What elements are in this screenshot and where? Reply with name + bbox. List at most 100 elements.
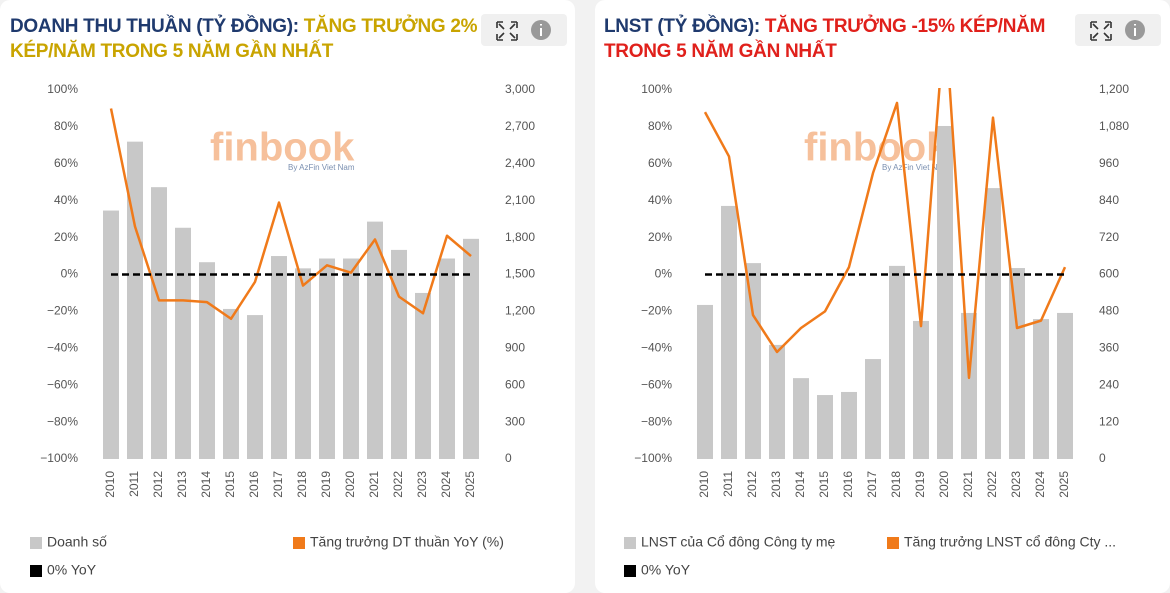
y-tick-label: −40% bbox=[641, 340, 672, 354]
y2-tick-label: 840 bbox=[1099, 193, 1119, 207]
y-tick-label: 20% bbox=[54, 230, 78, 244]
y2-tick-label: 240 bbox=[1099, 377, 1119, 391]
y-tick-label: −100% bbox=[634, 451, 672, 465]
x-tick-label: 2011 bbox=[127, 471, 141, 497]
legend-swatch bbox=[293, 537, 305, 549]
bar bbox=[889, 265, 905, 459]
bar bbox=[1033, 319, 1049, 459]
x-tick-label: 2021 bbox=[961, 471, 975, 498]
bar bbox=[151, 187, 167, 460]
x-tick-label: 2025 bbox=[463, 471, 477, 498]
y-tick-label: −60% bbox=[641, 377, 672, 391]
legend-swatch bbox=[30, 537, 42, 549]
x-tick-label: 2010 bbox=[697, 471, 711, 498]
chart-subtitle: TĂNG TRƯỞNG -15% KÉP/NĂM TRONG 5 NĂM GẦN… bbox=[604, 16, 1046, 62]
card bbox=[0, 0, 575, 593]
y-tick-label: 80% bbox=[648, 119, 672, 133]
y2-tick-label: 1,800 bbox=[505, 230, 535, 244]
x-tick-label: 2015 bbox=[817, 471, 831, 498]
x-tick-label: 2018 bbox=[295, 471, 309, 498]
bar bbox=[199, 262, 215, 459]
x-tick-label: 2014 bbox=[793, 471, 807, 498]
y2-tick-label: 480 bbox=[1099, 304, 1119, 318]
x-tick-label: 2018 bbox=[889, 471, 903, 498]
y2-tick-label: 2,700 bbox=[505, 119, 535, 133]
legend-swatch bbox=[30, 565, 42, 577]
bar bbox=[223, 308, 239, 459]
bar bbox=[103, 210, 119, 459]
bar bbox=[1057, 312, 1073, 459]
legend-label: Doanh số bbox=[47, 534, 107, 550]
bar bbox=[817, 395, 833, 459]
y-tick-label: −80% bbox=[641, 414, 672, 428]
x-tick-label: 2016 bbox=[247, 471, 261, 498]
plot bbox=[103, 108, 479, 460]
x-tick-label: 2024 bbox=[1033, 471, 1047, 498]
x-tick-label: 2014 bbox=[199, 471, 213, 498]
y2-tick-label: 3,000 bbox=[505, 82, 535, 96]
x-tick-label: 2020 bbox=[343, 471, 357, 498]
bar bbox=[841, 391, 857, 459]
y-tick-label: 100% bbox=[47, 82, 78, 96]
legend-label: Tăng trưởng DT thuần YoY (%) bbox=[310, 534, 504, 550]
y-tick-label: 60% bbox=[54, 156, 78, 170]
x-tick-label: 2017 bbox=[271, 471, 285, 498]
y-tick-label: 0% bbox=[61, 267, 79, 281]
bar bbox=[865, 359, 881, 459]
y2-tick-label: 2,400 bbox=[505, 156, 535, 170]
line bbox=[703, 88, 1067, 380]
y-tick-label: −80% bbox=[47, 414, 78, 428]
legend-label: Tăng trưởng LNST cổ đông Cty ... bbox=[904, 534, 1116, 550]
y-tick-label: 80% bbox=[54, 119, 78, 133]
bar bbox=[247, 315, 263, 459]
toolbar-bg bbox=[1075, 14, 1161, 46]
bar bbox=[721, 205, 737, 459]
y2-tick-label: 600 bbox=[505, 377, 525, 391]
bar bbox=[697, 304, 713, 459]
legend-label: 0% YoY bbox=[47, 562, 97, 578]
x-tick-label: 2019 bbox=[913, 471, 927, 498]
bar bbox=[913, 320, 929, 459]
x-tick-label: 2019 bbox=[319, 471, 333, 498]
x-tick-label: 2021 bbox=[367, 471, 381, 498]
plot bbox=[697, 88, 1073, 459]
x-tick-label: 2017 bbox=[865, 471, 879, 498]
title-block: LNST (TỶ ĐỒNG): TĂNG TRƯỞNG -15% KÉP/NĂM… bbox=[604, 14, 1074, 64]
bar bbox=[745, 263, 761, 459]
y2-tick-label: 1,080 bbox=[1099, 119, 1129, 133]
y2-tick-label: 960 bbox=[1099, 156, 1119, 170]
watermark-sub: By AzFin Viet Nam bbox=[882, 163, 949, 172]
line bbox=[109, 108, 472, 321]
x-tick-label: 2022 bbox=[985, 471, 999, 498]
y-tick-label: 40% bbox=[648, 193, 672, 207]
bar bbox=[367, 221, 383, 459]
bar bbox=[295, 268, 311, 459]
y-tick-label: −60% bbox=[47, 377, 78, 391]
x-tick-label: 2023 bbox=[1009, 471, 1023, 498]
expand-button[interactable] bbox=[496, 21, 518, 41]
bar bbox=[937, 125, 953, 459]
bar bbox=[961, 312, 977, 459]
expand-button[interactable] bbox=[1090, 21, 1112, 41]
bar bbox=[439, 258, 455, 459]
legend-label: 0% YoY bbox=[641, 562, 691, 578]
toolbar bbox=[481, 14, 1161, 46]
bar bbox=[343, 258, 359, 459]
watermark: finbook bbox=[210, 126, 355, 170]
bar bbox=[127, 141, 143, 459]
x-tick-label: 2013 bbox=[175, 471, 189, 498]
bar bbox=[271, 256, 287, 459]
legend-swatch bbox=[624, 565, 636, 577]
x-tick-label: 2013 bbox=[769, 471, 783, 498]
legend-swatch bbox=[887, 537, 899, 549]
y2-tick-label: 1,500 bbox=[505, 267, 535, 281]
legend-label: LNST của Cổ đông Công ty mẹ bbox=[641, 534, 836, 550]
x-tick-label: 2012 bbox=[745, 471, 759, 498]
y-tick-label: −20% bbox=[47, 304, 78, 318]
x-tick-label: 2015 bbox=[223, 471, 237, 498]
bar bbox=[391, 249, 407, 459]
watermark-sub: By AzFin Viet Nam bbox=[288, 163, 355, 172]
y-tick-label: −40% bbox=[47, 340, 78, 354]
y-tick-label: 40% bbox=[54, 193, 78, 207]
x-tick-label: 2010 bbox=[103, 471, 117, 498]
